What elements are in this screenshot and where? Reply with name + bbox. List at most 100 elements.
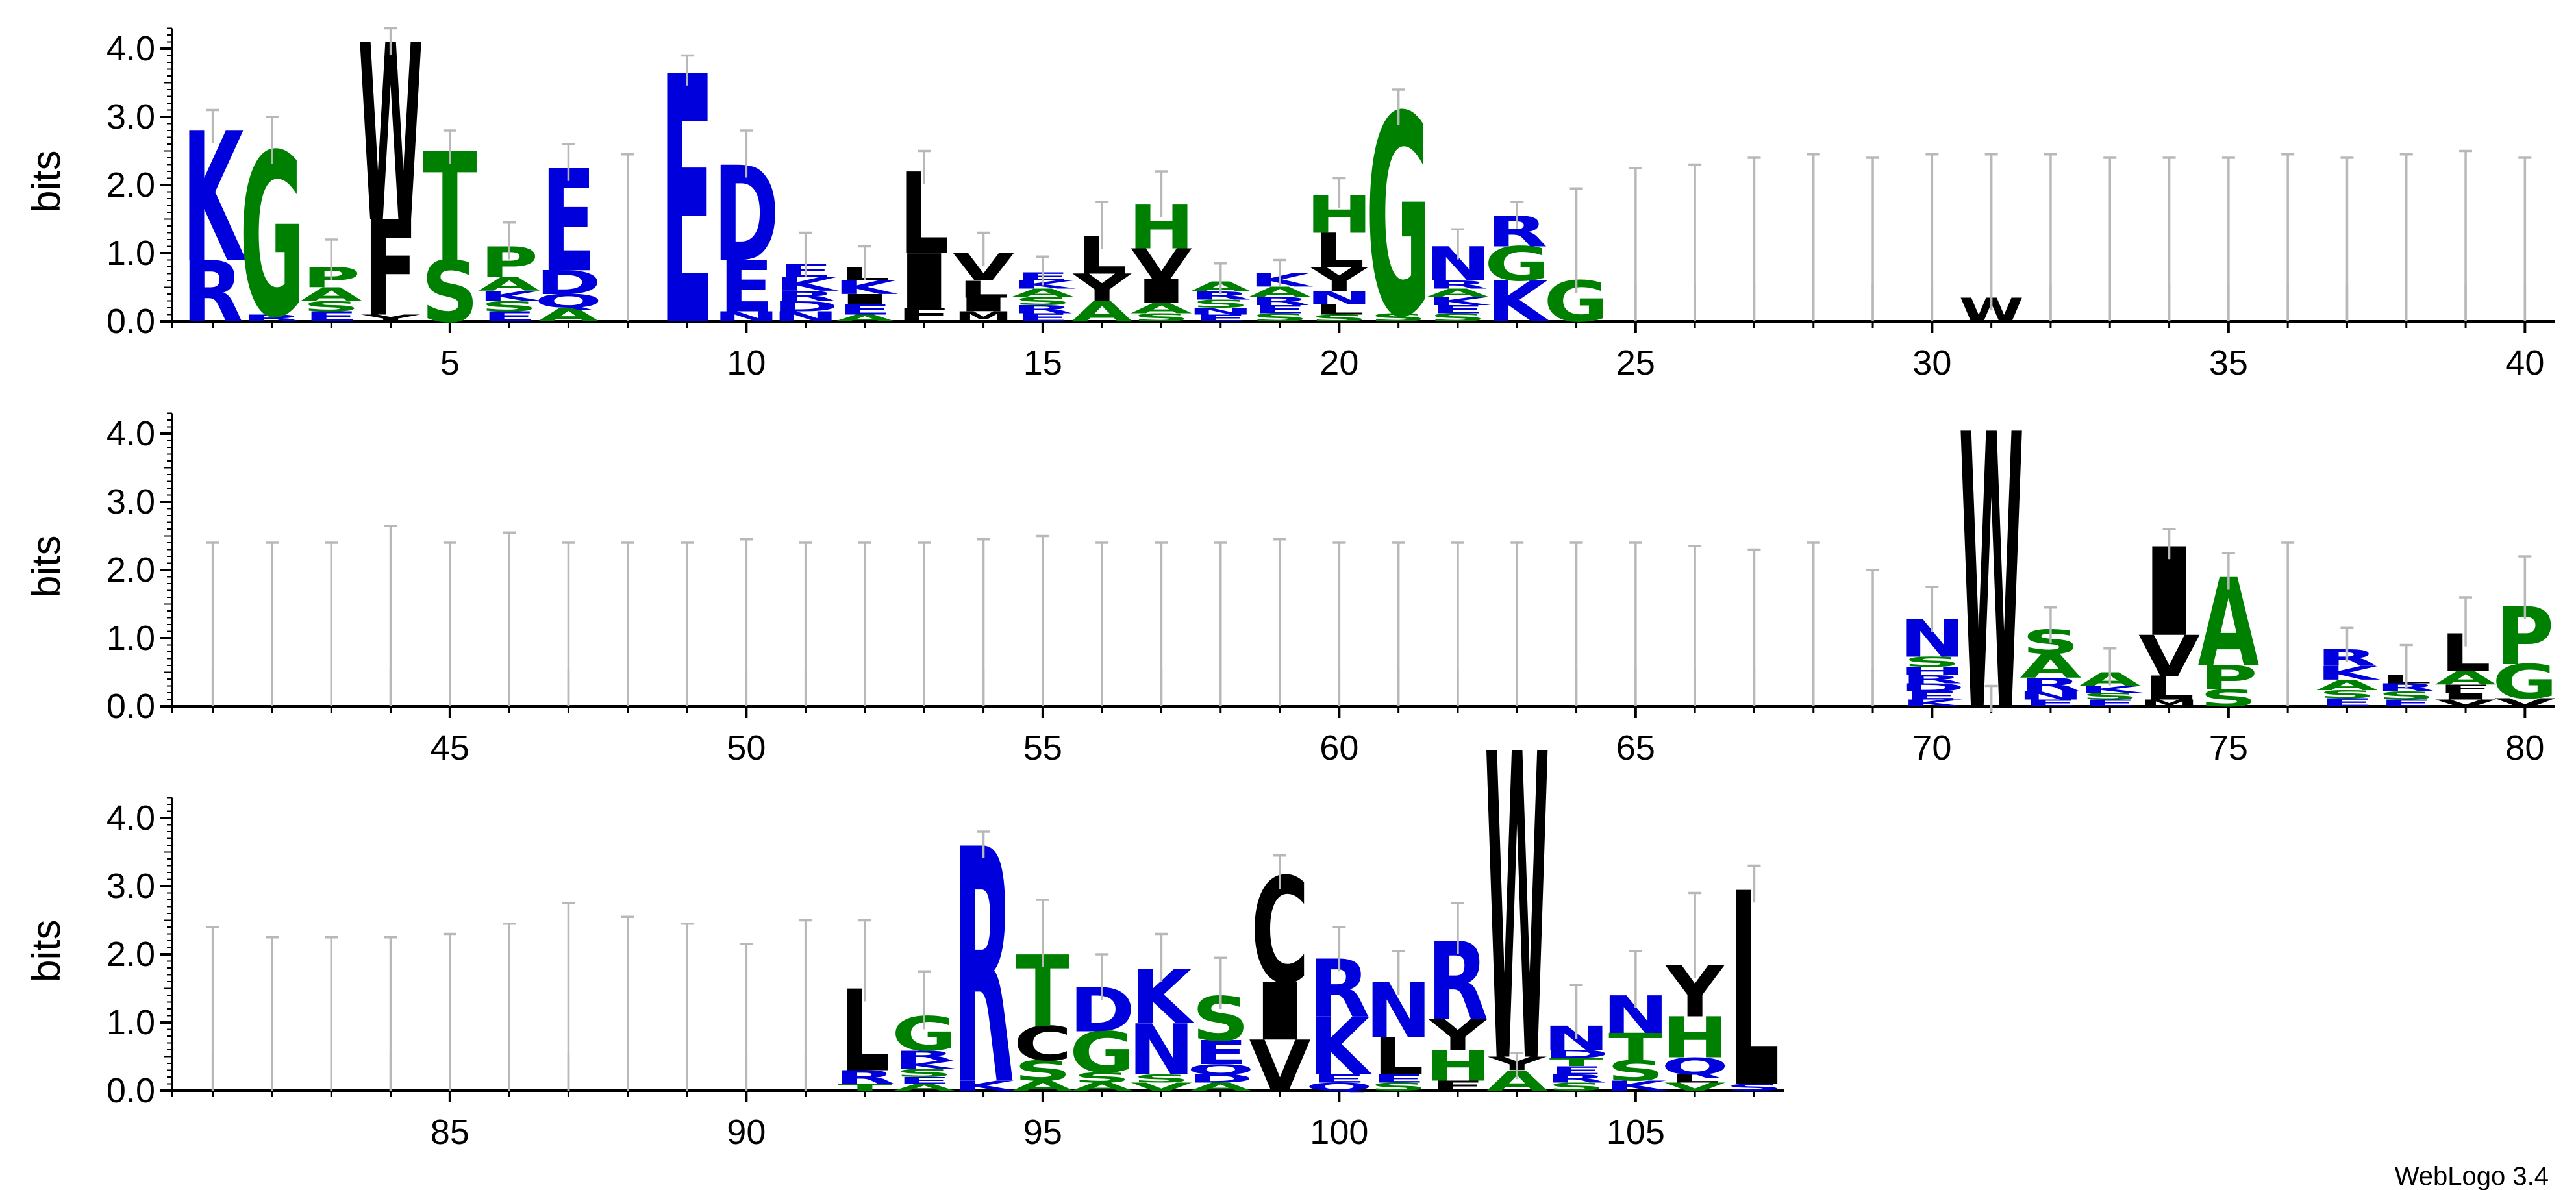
residue-K: K (1012, 279, 1076, 291)
residue-I: I (2432, 691, 2499, 702)
x-tick-label: 15 (1023, 343, 1062, 382)
residue-A: A (1131, 300, 1192, 316)
residue-I: I (1128, 273, 1195, 311)
residue-F: F (897, 304, 951, 326)
residue-E: E (1312, 1072, 1367, 1085)
logo-column-86 (503, 923, 516, 1091)
logo-column-13: FIL (891, 149, 958, 326)
y-tick-label: 0.0 (106, 687, 155, 726)
residue-L: L (1314, 301, 1364, 317)
logo-column-81 (206, 926, 219, 1091)
residue-S: S (421, 243, 479, 341)
credit-label: WebLogo 3.4 (2395, 1162, 2549, 1190)
logo-column-64 (1569, 541, 1583, 706)
residue-M: M (2140, 698, 2199, 709)
logo-column-52 (858, 541, 871, 706)
logo-column-23: KGR (1484, 201, 1551, 334)
y-axis-title: bits (24, 536, 69, 598)
residue-E: E (2379, 698, 2434, 709)
logo-column-9: E (660, 5, 714, 401)
residue-A: A (2020, 648, 2082, 686)
residue-V: V (2435, 698, 2497, 709)
residue-K: K (775, 273, 839, 295)
residue-K: K (894, 1058, 958, 1071)
residue-H: H (1899, 665, 1966, 678)
residue-D: D (773, 298, 839, 314)
x-tick-label: 105 (1607, 1113, 1665, 1152)
residue-G: G (1069, 1021, 1135, 1085)
residue-M: M (955, 308, 1013, 325)
logo-column-26 (1688, 163, 1702, 321)
residue-R: R (1190, 289, 1251, 302)
y-tick-label: 1.0 (106, 619, 155, 658)
residue-R: R (894, 1048, 955, 1064)
logo-column-91 (799, 919, 812, 1091)
residue-A: A (1190, 1080, 1251, 1093)
logo-column-2: RG (240, 108, 305, 368)
y-tick-label: 3.0 (106, 97, 155, 136)
residue-D: D (536, 264, 602, 303)
logo-column-92: TRL (834, 919, 895, 1097)
logo-column-10: NED (713, 129, 780, 328)
residue-G: G (1484, 237, 1550, 291)
y-axis-title: bits (24, 151, 69, 213)
logo-column-59 (1273, 538, 1287, 706)
residue-E: E (2082, 698, 2137, 709)
logo-column-16: AYL (1071, 201, 1133, 328)
residue-A: A (2316, 677, 2378, 693)
residue-S: S (895, 1067, 953, 1080)
residue-L: L (1669, 1072, 1720, 1085)
residue-S: S (1725, 1082, 1782, 1093)
logo-column-42 (265, 541, 279, 706)
logo-column-63 (1510, 541, 1524, 706)
logo-column-87 (562, 902, 575, 1091)
y-tick-label: 4.0 (106, 799, 155, 837)
logo-column-1: RK (182, 95, 246, 341)
residue-H: H (1662, 1006, 1729, 1071)
logo-column-80: VGP (2492, 555, 2558, 710)
residue-R: R (182, 243, 243, 341)
residue-K: K (1249, 269, 1314, 291)
y-tick-label: 1.0 (106, 234, 155, 273)
logo-column-99: VIC (1246, 848, 1313, 1108)
y-tick-label: 2.0 (106, 166, 155, 205)
residue-L: L (1373, 1027, 1424, 1087)
residue-H: H (1425, 1042, 1492, 1091)
logo-column-30 (1925, 153, 1939, 321)
residue-K: K (182, 95, 246, 302)
logo-column-40 (2518, 156, 2532, 321)
x-tick-label: 50 (727, 728, 766, 767)
residue-E: E (2023, 698, 2078, 709)
residue-R: R (1901, 673, 1962, 686)
logo-column-38 (2399, 153, 2413, 321)
logo-column-107: SL (1725, 837, 1782, 1147)
x-tick-label: 10 (727, 343, 766, 382)
x-tick-label: 75 (2209, 728, 2248, 767)
y-tick-label: 2.0 (106, 551, 155, 589)
logo-column-41 (206, 541, 219, 706)
residue-E: E (1016, 311, 1070, 324)
residue-Q: Q (1305, 1080, 1373, 1093)
logo-column-103: AYW (1484, 667, 1549, 1156)
x-tick-label: 95 (1023, 1113, 1062, 1152)
residue-S: S (1547, 1080, 1605, 1093)
logo-column-78: ESRL (2376, 643, 2437, 709)
residue-N: N (1128, 1010, 1195, 1091)
x-tick-label: 5 (440, 343, 460, 382)
x-tick-label: 35 (2209, 343, 2248, 382)
residue-E: E (1194, 1034, 1248, 1072)
residue-A: A (538, 304, 599, 326)
residue-D: D (1899, 681, 1966, 694)
residue-Q: Q (534, 290, 602, 312)
residue-R: R (775, 288, 836, 304)
logo-column-67 (1747, 548, 1761, 706)
logo-column-83 (325, 936, 338, 1091)
